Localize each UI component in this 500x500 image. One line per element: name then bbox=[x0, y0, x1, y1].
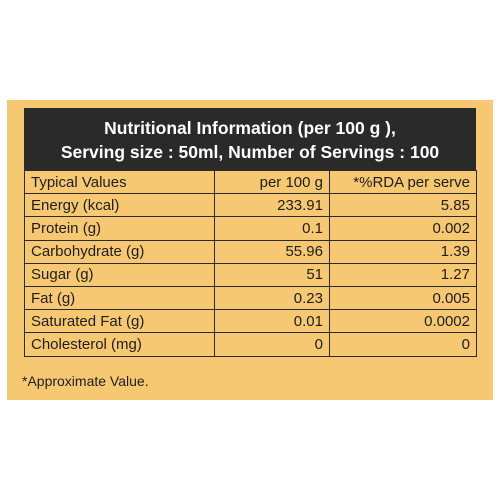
per-100g-value: 0 bbox=[214, 332, 330, 357]
table-row: Fat (g) 0.23 0.005 bbox=[24, 285, 477, 311]
column-header-per-100g: per 100 g bbox=[214, 169, 330, 195]
nutrition-table: Typical Values per 100 g *%RDA per serve… bbox=[24, 169, 477, 357]
rda-value: 5.85 bbox=[329, 193, 477, 218]
nutrient-name: Energy (kcal) bbox=[24, 193, 215, 218]
nutrient-name: Cholesterol (mg) bbox=[24, 332, 215, 357]
header-serving-info: Serving size : 50ml, Number of Servings … bbox=[60, 142, 440, 162]
nutrient-name: Carbohydrate (g) bbox=[24, 239, 215, 264]
nutrient-name: Sugar (g) bbox=[24, 262, 215, 287]
header-title: Nutritional Information (per 100 g ), bbox=[104, 118, 396, 138]
table-row: Protein (g) 0.1 0.002 bbox=[24, 216, 477, 241]
per-100g-value: 233.91 bbox=[214, 193, 330, 218]
rda-value: 1.27 bbox=[329, 262, 477, 287]
column-header-typical-values: Typical Values bbox=[24, 169, 215, 195]
column-header-rda: *%RDA per serve bbox=[329, 169, 477, 195]
table-row: Carbohydrate (g) 55.96 1.39 bbox=[24, 239, 477, 264]
rda-value: 0.005 bbox=[329, 285, 477, 311]
nutrition-header: Nutritional Information (per 100 g ), Se… bbox=[24, 108, 476, 170]
per-100g-value: 0.1 bbox=[214, 216, 330, 241]
nutrient-name: Protein (g) bbox=[24, 216, 215, 241]
nutrient-name: Fat (g) bbox=[24, 285, 215, 311]
rda-value: 0.002 bbox=[329, 216, 477, 241]
per-100g-value: 0.01 bbox=[214, 309, 330, 334]
table-row: Sugar (g) 51 1.27 bbox=[24, 262, 477, 287]
rda-value: 1.39 bbox=[329, 239, 477, 264]
table-row: Saturated Fat (g) 0.01 0.0002 bbox=[24, 309, 477, 334]
table-row: Cholesterol (mg) 0 0 bbox=[24, 332, 477, 357]
per-100g-value: 0.23 bbox=[214, 285, 330, 311]
table-row: Energy (kcal) 233.91 5.85 bbox=[24, 193, 477, 218]
rda-value: 0.0002 bbox=[329, 309, 477, 334]
per-100g-value: 51 bbox=[214, 262, 330, 287]
nutrient-name: Saturated Fat (g) bbox=[24, 309, 215, 334]
rda-value: 0 bbox=[329, 332, 477, 357]
per-100g-value: 55.96 bbox=[214, 239, 330, 264]
table-header-row: Typical Values per 100 g *%RDA per serve bbox=[24, 169, 477, 195]
approximate-value-footnote: *Approximate Value. bbox=[22, 373, 149, 389]
